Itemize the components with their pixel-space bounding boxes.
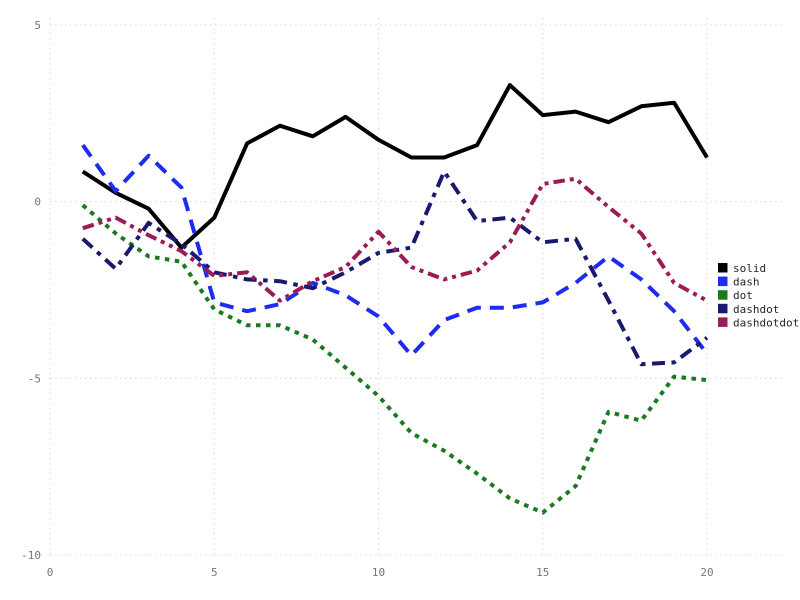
legend-label-solid: solid bbox=[733, 262, 766, 275]
y-tick-label--10: -10 bbox=[21, 549, 41, 562]
legend-label-dashdot: dashdot bbox=[733, 303, 779, 316]
x-tick-label-20: 20 bbox=[700, 566, 713, 579]
series-line-dashdotdot bbox=[82, 176, 708, 303]
series-line-dash bbox=[81, 143, 709, 358]
x-tick-label-5: 5 bbox=[211, 566, 218, 579]
legend-swatch-dashdotdot bbox=[718, 317, 728, 327]
x-tick-label-10: 10 bbox=[372, 566, 385, 579]
series-line-dashdot bbox=[81, 169, 709, 367]
legend-swatch-dot bbox=[718, 290, 728, 300]
legend-label-dashdotdot: dashdotdot bbox=[733, 316, 799, 329]
series-line-dot bbox=[81, 203, 708, 515]
x-tick-label-15: 15 bbox=[536, 566, 549, 579]
x-tick-label-0: 0 bbox=[47, 566, 54, 579]
legend-swatch-dashdot bbox=[718, 303, 728, 314]
legend-swatch-dash bbox=[718, 276, 728, 287]
series-line-solid bbox=[81, 83, 709, 250]
legend-swatch-solid bbox=[718, 263, 728, 273]
legend-label-dot: dot bbox=[733, 289, 753, 302]
y-tick-label-5: 5 bbox=[34, 19, 41, 32]
y-tick-label-0: 0 bbox=[34, 196, 41, 209]
legend-label-dash: dash bbox=[733, 276, 760, 289]
y-tick-label--5: -5 bbox=[28, 372, 41, 385]
